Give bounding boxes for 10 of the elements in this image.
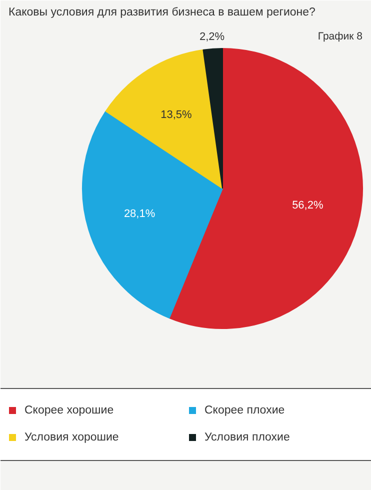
- data-label: 13,5%: [160, 109, 192, 122]
- data-label: 2,2%: [199, 30, 225, 43]
- data-label: 56,2%: [292, 199, 324, 212]
- legend-label: Скорее плохие: [204, 404, 285, 416]
- chart-title: Каковы условия для развития бизнеса в вашем регионе?: [8, 6, 316, 18]
- legend-label: Условия хорошие: [24, 432, 119, 444]
- data-label: 28,1%: [124, 208, 156, 220]
- chart-subtitle: График 8: [318, 30, 363, 42]
- legend-label: Скорее хорошие: [24, 404, 114, 416]
- legend-label: Условия плохие: [204, 432, 290, 444]
